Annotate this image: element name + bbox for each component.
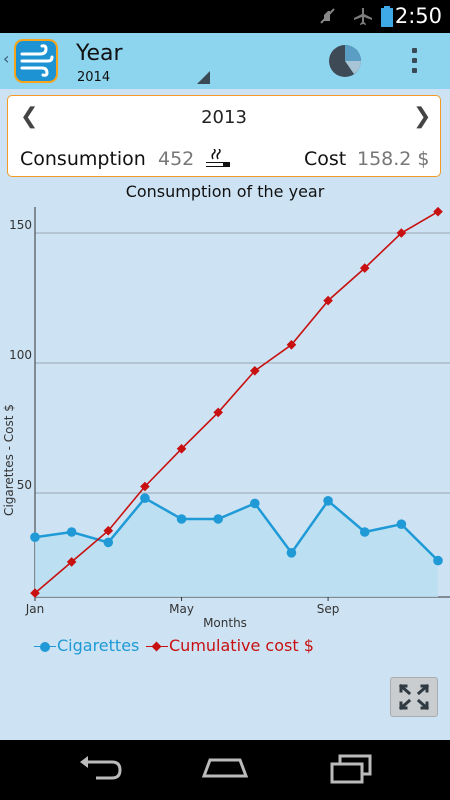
legend-label-cigarettes: Cigarettes bbox=[57, 636, 140, 655]
previous-year-button[interactable]: ❮ bbox=[20, 104, 39, 129]
cigarettes-point bbox=[396, 519, 407, 529]
fullscreen-button[interactable] bbox=[390, 677, 438, 717]
battery-icon bbox=[381, 6, 393, 27]
y-tick-label: 150 bbox=[9, 218, 32, 232]
cost-point bbox=[66, 557, 77, 567]
app-logo-icon[interactable] bbox=[14, 39, 58, 83]
consumption-chart: 50 100 150 Jan May Sep Months Cigarettes - Cost… bbox=[2, 206, 450, 630]
x-tick-label: Sep bbox=[317, 602, 340, 616]
legend-item-cigarettes: Cigarettes bbox=[34, 636, 139, 655]
cost-point bbox=[433, 206, 443, 217]
selected-year: 2013 bbox=[201, 107, 247, 128]
status-time: 2:50 bbox=[394, 4, 442, 28]
cigarettes-point bbox=[213, 514, 223, 524]
cigarettes-point bbox=[286, 548, 297, 558]
legend-marker-cigarettes bbox=[34, 641, 56, 652]
y-axis-label: Cigarettes - Cost $ bbox=[2, 404, 16, 516]
legend-marker-cost bbox=[146, 641, 168, 652]
page-title[interactable]: Year bbox=[76, 41, 123, 66]
cigarette-icon bbox=[206, 149, 230, 167]
next-year-button[interactable]: ❯ bbox=[413, 104, 432, 129]
cigarettes-line bbox=[34, 496, 439, 562]
consumption-label: Consumption bbox=[20, 148, 146, 170]
dropdown-arrow-icon[interactable] bbox=[197, 71, 210, 84]
expand-icon bbox=[398, 683, 430, 711]
y-tick-label: 100 bbox=[9, 348, 32, 362]
cigarettes-point bbox=[359, 527, 370, 537]
cost-point bbox=[30, 588, 40, 598]
legend-label-cost: Cumulative cost $ bbox=[169, 636, 314, 655]
chart-title: Consumption of the year bbox=[125, 182, 325, 201]
cigarettes-point bbox=[433, 555, 443, 566]
cost-point bbox=[286, 339, 297, 350]
home-icon[interactable] bbox=[200, 754, 250, 784]
cigarettes-area bbox=[35, 498, 438, 597]
cost-point bbox=[140, 481, 150, 492]
cigarettes-point bbox=[250, 498, 260, 509]
action-bar: ‹ Year 2014 bbox=[0, 33, 450, 89]
y-tick-label: 50 bbox=[17, 478, 32, 492]
summary-card: ❮ 2013 ❯ Consumption 452 Cost 158.2 $ bbox=[7, 95, 441, 177]
cost-line bbox=[34, 210, 439, 594]
cigarettes-point bbox=[176, 514, 187, 524]
cigarettes-point bbox=[30, 532, 40, 542]
cost-point bbox=[176, 443, 187, 454]
cost-point bbox=[396, 228, 407, 238]
recent-apps-icon[interactable] bbox=[328, 754, 374, 784]
consumption-value: 452 bbox=[158, 148, 195, 170]
cost-value: 158.2 $ bbox=[357, 148, 430, 170]
cost-label: Cost bbox=[304, 148, 347, 170]
page-subtitle[interactable]: 2014 bbox=[77, 70, 111, 85]
status-bar: 2:50 bbox=[0, 0, 450, 33]
cigarettes-point bbox=[103, 537, 114, 548]
back-icon[interactable] bbox=[76, 754, 124, 784]
x-tick-label: May bbox=[169, 602, 194, 616]
cost-point bbox=[250, 365, 260, 376]
up-caret-icon[interactable]: ‹ bbox=[3, 49, 10, 68]
x-tick-label: Jan bbox=[25, 602, 45, 616]
cigarettes-point bbox=[66, 527, 77, 537]
x-axis-label: Months bbox=[203, 616, 247, 630]
legend-item-cost: Cumulative cost $ bbox=[146, 636, 314, 655]
airplane-mode-icon bbox=[354, 8, 372, 25]
system-nav-bar bbox=[0, 740, 450, 800]
cigarettes-point bbox=[140, 493, 150, 504]
pie-chart-icon[interactable] bbox=[328, 44, 362, 78]
overflow-menu-icon[interactable] bbox=[404, 46, 424, 76]
cigarettes-point bbox=[323, 496, 333, 506]
silent-mode-icon bbox=[320, 8, 335, 24]
